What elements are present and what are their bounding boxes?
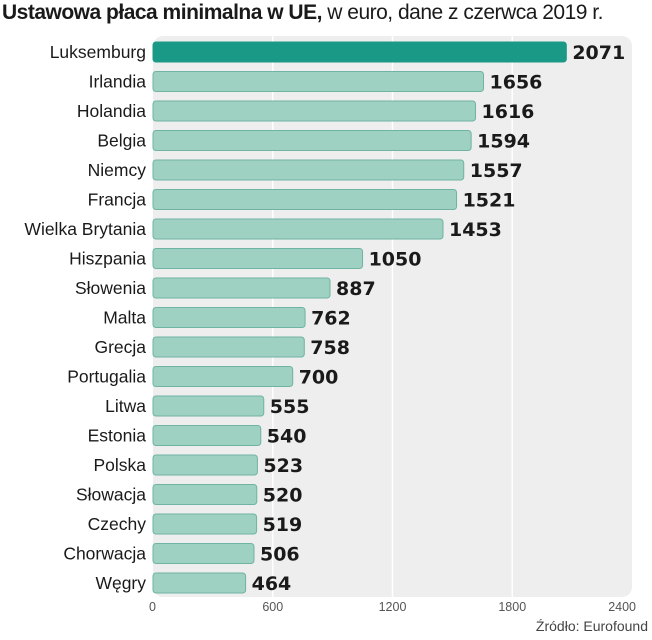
value-label: 1557 [470,160,523,182]
category-label: Polska [93,455,146,475]
value-label: 2071 [572,42,625,64]
bar-13 [152,425,262,446]
x-tick-label: 2400 [608,600,636,614]
category-label: Irlandia [89,72,147,92]
category-label: Francja [88,190,147,210]
bar-11 [152,366,294,387]
value-label: 887 [336,278,376,300]
category-label: Portugalia [67,367,146,387]
bar-2 [152,100,477,122]
bar-3 [152,130,472,151]
value-label: 464 [252,573,292,595]
category-label: Niemcy [88,160,147,180]
x-tick-label: 600 [262,600,283,614]
value-label: 506 [260,544,300,566]
category-label: Chorwacja [63,544,146,564]
bar-6 [152,218,444,240]
bar-14 [152,454,258,476]
category-label: Malta [103,308,146,328]
category-label: Luksemburg [50,42,146,62]
category-label: Holandia [77,101,146,121]
value-label: 700 [299,367,339,389]
category-label: Hiszpania [69,249,146,269]
category-label: Słowenia [75,278,146,298]
value-label: 1594 [477,131,530,153]
category-label: Węgry [95,573,146,593]
category-label: Słowacja [76,485,146,505]
value-label: 540 [267,426,307,448]
value-label: 1453 [449,219,502,241]
bar-17 [152,543,255,564]
value-label: 520 [263,485,303,507]
value-label: 762 [311,308,351,330]
bar-15 [152,484,258,505]
value-label: 1050 [369,249,422,271]
bar-9 [152,307,306,328]
category-label: Wielka Brytania [24,219,146,239]
bar-8 [152,277,331,299]
chart-title: Ustawowa płaca minimalna w UE, w euro, d… [2,1,603,25]
category-label: Belgia [97,131,146,151]
bar-18 [152,572,247,594]
title-bold: Ustawowa płaca minimalna w UE, [2,1,322,24]
value-label: 1521 [463,190,516,212]
x-tick-label: 0 [149,600,156,614]
source-note: Źródło: Eurofound [535,618,648,634]
value-label: 555 [270,396,310,418]
category-label: Czechy [88,514,147,534]
value-label: 1656 [490,72,543,94]
bar-12 [152,395,265,417]
bar-7 [152,248,364,269]
category-label: Grecja [94,337,146,357]
bar-16 [152,513,258,535]
value-label: 758 [310,337,350,359]
x-tick-label: 1200 [379,600,407,614]
bar-5 [152,189,458,210]
bar-0 [152,41,567,63]
category-label: Estonia [88,426,147,446]
category-label: Litwa [105,396,146,416]
title-subtitle: w euro, dane z czerwca 2019 r. [321,1,603,24]
bar-10 [152,336,305,358]
bar-4 [152,159,465,181]
value-label: 523 [263,455,303,477]
x-tick-label: 1800 [498,600,526,614]
value-label: 1616 [482,101,535,123]
value-label: 519 [263,514,303,536]
bar-1 [152,71,485,92]
